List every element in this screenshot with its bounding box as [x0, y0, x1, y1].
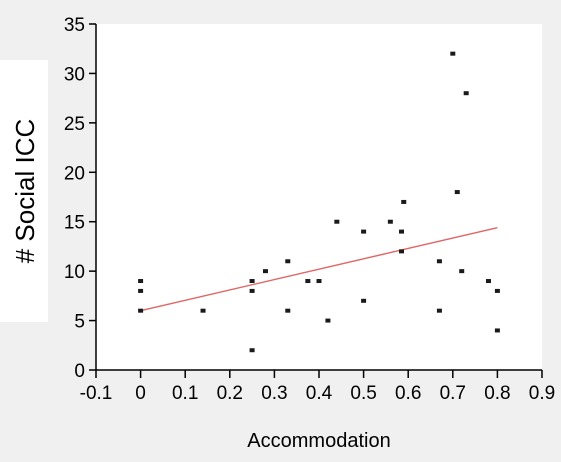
points-layer — [138, 51, 500, 353]
data-point — [450, 51, 456, 56]
x-tick-label: 0.9 — [529, 383, 555, 404]
data-point — [249, 288, 255, 293]
data-point — [361, 298, 367, 303]
data-point — [436, 259, 442, 264]
data-point — [494, 288, 500, 293]
data-point — [249, 279, 255, 284]
fit-line — [140, 226, 498, 312]
data-point — [138, 279, 144, 284]
data-point — [325, 318, 331, 323]
y-tick-label: 15 — [64, 213, 85, 234]
data-point — [138, 308, 144, 313]
data-point — [399, 249, 405, 254]
y-tick-label: 25 — [64, 114, 85, 135]
x-tick-label: 0.4 — [306, 383, 333, 404]
x-tick-label: 0.3 — [261, 383, 287, 404]
x-tick-label: 0.2 — [217, 383, 243, 404]
x-tick-label: 0.7 — [440, 383, 466, 404]
ylabel-background — [0, 60, 48, 322]
data-point — [305, 279, 311, 284]
data-point — [494, 328, 500, 333]
plot-area — [96, 24, 542, 370]
data-point — [463, 91, 469, 96]
x-tick-label: 0.5 — [350, 383, 376, 404]
x-tick-label: -0.1 — [80, 383, 113, 404]
x-tick-label: 0.6 — [395, 383, 421, 404]
x-tick-label: 0.1 — [172, 383, 198, 404]
y-tick-label: 30 — [64, 64, 85, 85]
data-point — [285, 259, 291, 264]
y-tick-label: 10 — [64, 262, 85, 283]
data-point — [200, 308, 206, 313]
y-tick-label: 5 — [74, 312, 85, 333]
data-point — [249, 348, 255, 353]
y-tick-label: 35 — [64, 15, 85, 36]
x-tick-label: 0 — [135, 383, 146, 404]
data-point — [361, 229, 367, 234]
data-point — [316, 279, 322, 284]
data-point — [454, 190, 460, 195]
data-point — [138, 288, 144, 293]
x-axis-title: Accommodation — [247, 430, 390, 452]
x-tick-label: 0.8 — [484, 383, 510, 404]
data-point — [399, 229, 405, 234]
data-point — [459, 269, 465, 274]
data-point — [387, 219, 393, 224]
data-point — [262, 269, 268, 274]
data-point — [401, 199, 407, 204]
y-tick-label: 0 — [74, 361, 85, 382]
fit-line-layer — [140, 226, 498, 312]
data-point — [436, 308, 442, 313]
data-point — [485, 279, 491, 284]
data-point — [285, 308, 291, 313]
y-axis-title: # Social ICC — [10, 119, 40, 264]
y-tick-label: 20 — [64, 163, 85, 184]
data-point — [334, 219, 340, 224]
